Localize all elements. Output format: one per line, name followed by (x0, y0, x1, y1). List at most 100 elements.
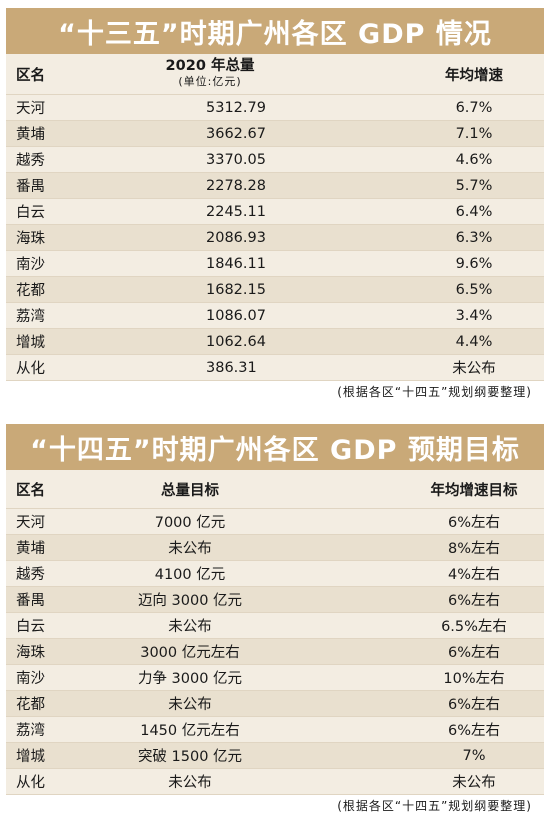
cell-total: 4100 亿元 (154, 567, 226, 583)
cell-district: 增城 (16, 749, 45, 765)
table-row: 花都 未公布 6%左右 (6, 691, 544, 717)
header-total: 总量目标 (161, 482, 219, 499)
table-row: 白云 2245.11 6.4% (6, 199, 544, 225)
table-row: 增城 突破 1500 亿元 7% (6, 743, 544, 769)
cell-total: 未公布 (168, 775, 212, 791)
table-row: 海珠 3000 亿元左右 6%左右 (6, 639, 544, 665)
cell-total: 1062.64 (206, 333, 266, 350)
header-total: 2020 年总量 (单位:亿元) (86, 58, 334, 90)
cell-growth: 4.6% (455, 151, 493, 168)
cell-growth: 未公布 (452, 361, 496, 377)
cell-growth: 6%左右 (447, 645, 500, 661)
cell-growth: 4.4% (455, 333, 493, 350)
cell-district: 从化 (16, 361, 45, 377)
cell-district: 天河 (16, 101, 45, 117)
cell-total: 5312.79 (206, 99, 266, 116)
cell-growth: 9.6% (455, 255, 493, 272)
header-growth: 年均增速目标 (430, 482, 518, 499)
cell-district: 越秀 (16, 153, 45, 169)
header-growth: 年均增速 (445, 67, 503, 84)
cell-total: 1450 亿元左右 (140, 723, 240, 739)
cell-total: 突破 1500 亿元 (137, 749, 243, 765)
cell-growth: 6.5% (455, 281, 493, 298)
table-row: 番禺 迈向 3000 亿元 6%左右 (6, 587, 544, 613)
cell-growth: 6%左右 (447, 593, 500, 609)
cell-total: 2278.28 (206, 177, 266, 194)
table-row: 荔湾 1086.07 3.4% (6, 303, 544, 329)
table-row: 黄埔 未公布 8%左右 (6, 535, 544, 561)
cell-growth: 6%左右 (447, 723, 500, 739)
cell-total: 3662.67 (206, 125, 266, 142)
section-13th-five-year: “十三五”时期广州各区 GDP 情况 区名 2020 年总量 (单位:亿元) 年… (6, 8, 544, 403)
cell-district: 番禺 (16, 179, 45, 195)
cell-growth: 6.3% (455, 229, 493, 246)
cell-total: 未公布 (168, 541, 212, 557)
cell-growth: 6.4% (455, 203, 493, 220)
header-district: 区名 (16, 482, 45, 499)
cell-district: 海珠 (16, 645, 45, 661)
cell-growth: 6.7% (455, 99, 493, 116)
cell-district: 荔湾 (16, 723, 45, 739)
cell-total: 未公布 (168, 619, 212, 635)
cell-total: 迈向 3000 亿元 (137, 593, 243, 609)
cell-growth: 6.5%左右 (441, 619, 507, 635)
cell-growth: 5.7% (455, 177, 493, 194)
cell-total: 1682.15 (206, 281, 266, 298)
table-body: 天河 5312.79 6.7% 黄埔 3662.67 7.1% 越秀 3370.05 4.6% 番… (6, 95, 544, 381)
table-row: 番禺 2278.28 5.7% (6, 173, 544, 199)
cell-total: 386.31 (206, 359, 257, 376)
table-body: 天河 7000 亿元 6%左右 黄埔 未公布 8%左右 越秀 4100 亿元 4%左右 番禺 迈向 … (6, 509, 544, 795)
gdp-table: 区名 2020 年总量 (单位:亿元) 年均增速 天河 5312.79 6.7% 黄埔… (6, 54, 544, 381)
cell-growth: 8%左右 (447, 541, 500, 557)
cell-district: 白云 (16, 205, 45, 221)
cell-district: 南沙 (16, 257, 45, 273)
cell-district: 黄埔 (16, 127, 45, 143)
table-header: 区名 2020 年总量 (单位:亿元) 年均增速 (6, 54, 544, 95)
cell-growth: 未公布 (452, 775, 496, 791)
cell-district: 番禺 (16, 593, 45, 609)
cell-district: 荔湾 (16, 309, 45, 325)
cell-total: 3370.05 (206, 151, 266, 168)
table-row: 海珠 2086.93 6.3% (6, 225, 544, 251)
cell-growth: 10%左右 (443, 671, 505, 687)
cell-district: 增城 (16, 335, 45, 351)
table-row: 天河 5312.79 6.7% (6, 95, 544, 121)
cell-growth: 7.1% (455, 125, 493, 142)
header-unit: (单位:亿元) (178, 75, 242, 88)
table-row: 从化 未公布 未公布 (6, 769, 544, 795)
source-note: (根据各区“十四五”规划纲要整理) (6, 795, 544, 817)
cell-total: 未公布 (168, 697, 212, 713)
cell-district: 天河 (16, 515, 45, 531)
table-row: 南沙 力争 3000 亿元 10%左右 (6, 665, 544, 691)
cell-district: 白云 (16, 619, 45, 635)
cell-district: 海珠 (16, 231, 45, 247)
header-district: 区名 (16, 67, 45, 84)
cell-growth: 6%左右 (447, 697, 500, 713)
cell-growth: 4%左右 (447, 567, 500, 583)
cell-total: 3000 亿元左右 (140, 645, 240, 661)
table-row: 天河 7000 亿元 6%左右 (6, 509, 544, 535)
cell-total: 力争 3000 亿元 (137, 671, 243, 687)
cell-district: 花都 (16, 697, 45, 713)
cell-growth: 7% (462, 747, 486, 764)
source-note: (根据各区“十四五”规划纲要整理) (6, 381, 544, 403)
table-row: 从化 386.31 未公布 (6, 355, 544, 381)
cell-growth: 3.4% (455, 307, 493, 324)
cell-total: 1086.07 (206, 307, 266, 324)
table-row: 越秀 4100 亿元 4%左右 (6, 561, 544, 587)
section-14th-five-year: “十四五”时期广州各区 GDP 预期目标 区名 总量目标 年均增速目标 天河 70… (6, 424, 544, 817)
section-title: “十三五”时期广州各区 GDP 情况 (6, 8, 544, 54)
target-table: 区名 总量目标 年均增速目标 天河 7000 亿元 6%左右 黄埔 未公布 8%左右 越秀 4… (6, 470, 544, 795)
table-row: 荔湾 1450 亿元左右 6%左右 (6, 717, 544, 743)
cell-district: 南沙 (16, 671, 45, 687)
cell-total: 2245.11 (206, 203, 266, 220)
cell-total: 1846.11 (206, 255, 266, 272)
cell-district: 从化 (16, 775, 45, 791)
table-row: 越秀 3370.05 4.6% (6, 147, 544, 173)
section-title: “十四五”时期广州各区 GDP 预期目标 (6, 424, 544, 470)
cell-total: 2086.93 (206, 229, 266, 246)
table-row: 南沙 1846.11 9.6% (6, 251, 544, 277)
table-row: 花都 1682.15 6.5% (6, 277, 544, 303)
cell-district: 越秀 (16, 567, 45, 583)
